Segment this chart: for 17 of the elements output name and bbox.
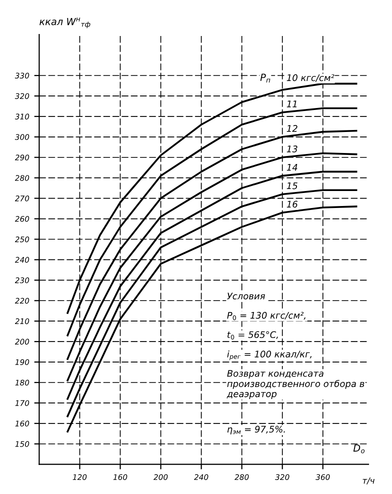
annotation: Возврат конденсата производственного отбора в деаэратор (226, 370, 364, 399)
series-label: 14 (286, 164, 298, 171)
annotation: η$_{эм}$ = 97,5%. (227, 426, 285, 434)
x-axis-title: D$_{о}$ (353, 444, 365, 454)
series-label: 16 (286, 200, 298, 208)
text: т/ч (362, 478, 374, 484)
annotation: i$_{рег}$ = 100 ккал/кг, (227, 350, 312, 360)
y-axis-title: ккал W$^{н}$$_{тф}$ (40, 18, 90, 28)
series-label: 10 кгс/см² (286, 74, 334, 82)
annotation: Условия (227, 292, 265, 300)
annotation: t$_{0}$ = 565°C, (227, 331, 278, 340)
series-label: 11 (286, 100, 297, 108)
legend-title: P$_{п}$ (260, 74, 270, 82)
series-label: 15 (286, 182, 298, 190)
annotation: P$_{0}$ = 130 кгс/см², (227, 312, 306, 320)
series-label: 12 (286, 125, 298, 132)
series-label: 13 (286, 146, 298, 152)
